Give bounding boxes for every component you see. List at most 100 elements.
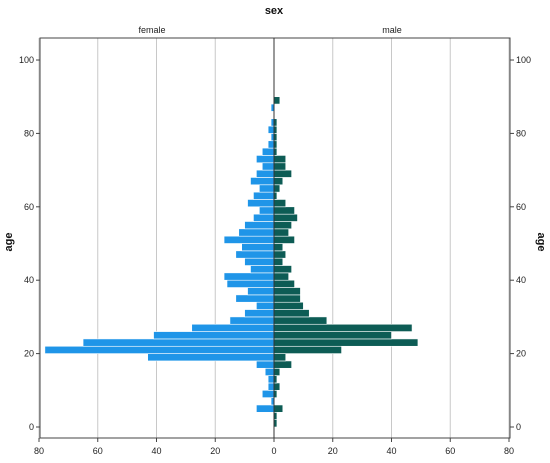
bar-female: [226, 279, 275, 288]
bar-female: [253, 191, 275, 200]
bar-female: [147, 353, 275, 362]
bar-male: [273, 162, 287, 171]
y-tick-label-right: 20: [516, 349, 526, 359]
bar-female: [223, 235, 275, 244]
bar-female: [259, 206, 275, 215]
bar-male: [273, 257, 284, 266]
bar-male: [273, 221, 292, 230]
plot-border: [39, 37, 511, 439]
bar-female: [244, 309, 275, 318]
bar-male: [273, 243, 284, 252]
bar-male: [273, 155, 287, 164]
bar-male: [273, 177, 284, 186]
y-tick-label-left: 80: [24, 128, 34, 138]
x-tick-label: 80: [34, 446, 44, 456]
y-tick-label-left: 100: [19, 55, 34, 65]
x-tick-label: 60: [445, 446, 455, 456]
y-tick-label-left: 40: [24, 275, 34, 285]
bar-male: [273, 301, 304, 310]
y-tick-label-left: 60: [24, 202, 34, 212]
bar-female: [250, 177, 275, 186]
bar-female: [247, 287, 275, 296]
y-axis-title-right: age: [535, 233, 547, 252]
tick-labels: 0 0 20 20 40 40 60 60 80 80 100 100 80 60 40 20 0 20 40 60 8…: [19, 55, 531, 456]
bar-male: [273, 353, 287, 362]
bar-female: [244, 257, 275, 266]
bar-female: [261, 147, 275, 156]
grid-lines: [38, 38, 510, 438]
bar-male: [273, 360, 292, 369]
bar-female: [256, 169, 275, 178]
y-tick-label-right: 0: [516, 422, 521, 432]
panel-label-female: female: [138, 25, 165, 35]
bar-male: [273, 316, 328, 325]
bar-male: [273, 206, 295, 215]
bar-female: [264, 367, 275, 376]
y-tick-label-right: 80: [516, 128, 526, 138]
y-tick-label-right: 100: [516, 55, 531, 65]
bar-female: [267, 375, 275, 384]
bar-female: [229, 316, 275, 325]
bar-female: [153, 331, 275, 340]
bar-female: [82, 338, 275, 347]
y-axis-title-left: age: [3, 233, 15, 252]
y-tick-label-right: 40: [516, 275, 526, 285]
bar-male: [273, 287, 301, 296]
bar-female: [44, 345, 275, 354]
chart-title: sex: [265, 5, 284, 17]
y-tick-label-left: 0: [29, 422, 34, 432]
bar-female: [261, 389, 275, 398]
bar-male: [273, 235, 295, 244]
bar-male: [273, 345, 342, 354]
bar-female: [235, 294, 275, 303]
bar-female: [267, 125, 275, 134]
bar-female: [244, 221, 275, 230]
bar-male: [273, 294, 301, 303]
bar-female: [256, 404, 275, 413]
bar-female: [191, 323, 275, 332]
x-tick-label: 40: [151, 446, 161, 456]
bar-male: [273, 199, 287, 208]
bar-male: [273, 96, 281, 105]
bar-male: [273, 338, 419, 347]
bar-male: [273, 272, 289, 281]
bar-female: [267, 382, 275, 391]
bar-female: [256, 155, 275, 164]
panel-label-male: male: [382, 25, 402, 35]
bar-male: [273, 169, 292, 178]
bar-male: [273, 331, 392, 340]
plot-frame: [39, 37, 511, 439]
bars: [44, 96, 419, 428]
x-tick-label: 40: [386, 446, 396, 456]
bar-male: [273, 213, 298, 222]
bar-female: [241, 243, 275, 252]
bar-female: [235, 250, 275, 259]
bar-male: [273, 228, 289, 237]
bar-male: [273, 323, 413, 332]
bar-female: [247, 199, 275, 208]
bar-female: [253, 213, 275, 222]
x-tick-label: 60: [93, 446, 103, 456]
bar-female: [267, 140, 275, 149]
bar-male: [273, 265, 292, 274]
x-tick-label: 20: [328, 446, 338, 456]
bar-female: [256, 301, 275, 310]
bar-female: [223, 272, 275, 281]
bar-male: [273, 279, 295, 288]
x-tick-label: 0: [271, 446, 276, 456]
bar-male: [273, 404, 284, 413]
bar-female: [259, 184, 275, 193]
bar-female: [250, 265, 275, 274]
bar-male: [273, 250, 287, 259]
bar-male: [273, 309, 310, 318]
bar-male: [273, 367, 281, 376]
bar-female: [238, 228, 275, 237]
bar-female: [256, 360, 275, 369]
y-tick-label-right: 60: [516, 202, 526, 212]
x-tick-label: 80: [504, 446, 514, 456]
bar-female: [261, 162, 275, 171]
bar-male: [273, 382, 281, 391]
y-tick-label-left: 20: [24, 349, 34, 359]
x-tick-label: 20: [210, 446, 220, 456]
